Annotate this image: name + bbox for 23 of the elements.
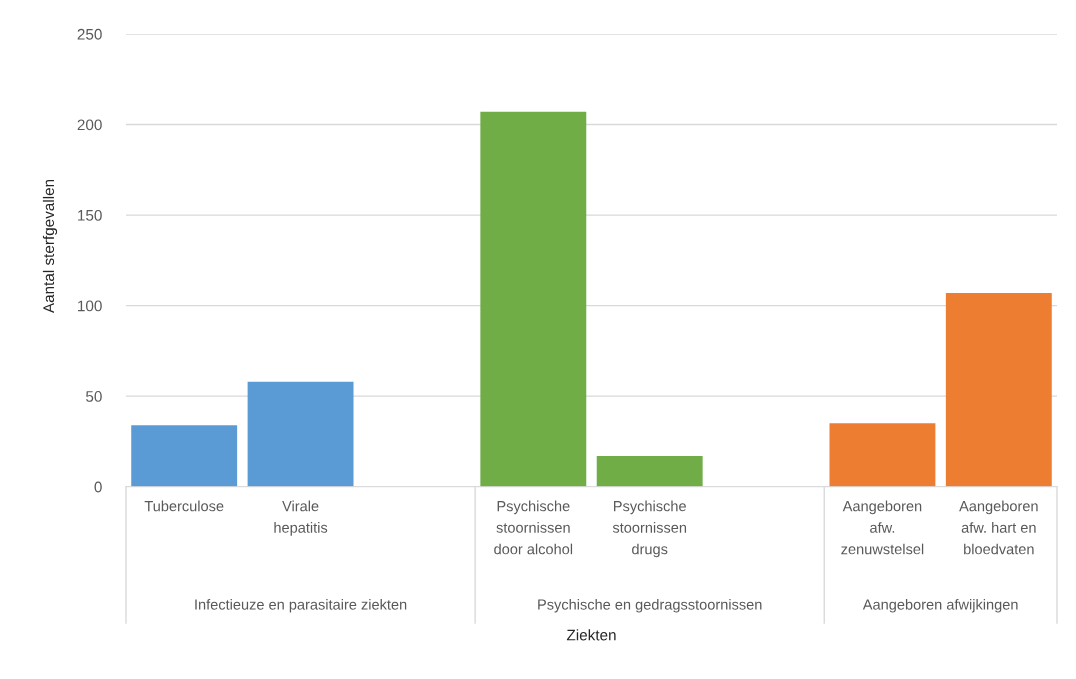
x-tick-label: Aangeboren afw. hart en bloedvaten bbox=[959, 500, 1038, 555]
text: Aangeboren afwijkingen bbox=[862, 599, 1018, 613]
y-tick-label: 0 bbox=[94, 481, 102, 493]
bar bbox=[596, 455, 703, 487]
x-tick-label: Aangeboren afw. zenuwstelsel bbox=[841, 500, 924, 555]
y-tick-label: 50 bbox=[86, 391, 102, 402]
bar bbox=[247, 381, 354, 487]
x-tick-label: Psychische stoornissen drugs bbox=[612, 500, 687, 558]
bar bbox=[945, 292, 1052, 487]
text: Psychische en gedragsstoornissen bbox=[538, 599, 762, 613]
y-tick-label: 200 bbox=[77, 119, 102, 131]
y-axis-title: Aantal sterfgevallen bbox=[42, 179, 58, 314]
bar bbox=[829, 423, 936, 487]
x-axis-title: Ziekten bbox=[566, 629, 616, 641]
x-tick-label: Tuberculose bbox=[144, 500, 224, 512]
y-tick-label: 100 bbox=[78, 300, 102, 312]
y-tick-label: 250 bbox=[77, 28, 102, 40]
bar bbox=[131, 425, 238, 487]
x-tick-label: Virale hepatitis bbox=[274, 500, 328, 536]
bar bbox=[480, 111, 587, 487]
y-tick-label: 150 bbox=[78, 209, 102, 221]
text: Infectieuze en parasitaire ziekten bbox=[195, 599, 407, 613]
x-tick-label: Psychische stoornissen door alcohol bbox=[494, 500, 573, 555]
